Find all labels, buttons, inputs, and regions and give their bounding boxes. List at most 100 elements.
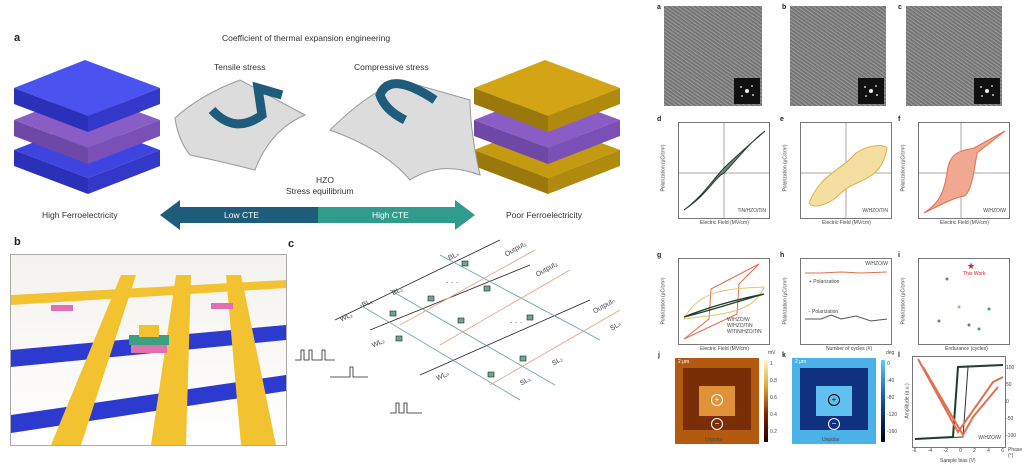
high-fe-label: High Ferroelectricity <box>42 210 118 220</box>
fft-inset <box>734 78 760 104</box>
sample-label: W/HZO/W <box>983 208 1006 214</box>
crossbar-circuit <box>295 239 620 414</box>
tick: 6 <box>1001 448 1004 454</box>
y-axis-label: Polarization (μC/cm²) <box>782 277 789 325</box>
y-axis-label: Polarization (μC/cm²) <box>660 144 667 192</box>
caption: Unpolar <box>822 437 840 443</box>
hzo-label: HZO <box>316 175 334 185</box>
colorbar-unit: mV <box>768 350 776 356</box>
pfm-amplitude-map: + − 2 μm Unpolar <box>675 358 759 444</box>
sample-label: W/HZO/W <box>978 435 1001 441</box>
tem-image-a <box>664 6 762 106</box>
tick: -80 <box>887 395 895 401</box>
panel-k-label: k <box>782 352 786 359</box>
tem-a-label: a <box>657 4 661 11</box>
tem-image-c <box>906 6 1002 106</box>
tick: 0.2 <box>770 429 777 435</box>
x-axis-label: Number of cycles (#) <box>826 346 873 352</box>
sample-label: W/HZO/W <box>865 261 888 267</box>
poor-fe-stack <box>474 60 620 194</box>
low-cte-label: Low CTE <box>224 210 259 220</box>
pe-loop-f: W/HZO/W <box>918 122 1010 219</box>
panel-c-label: c <box>288 238 295 250</box>
fft-inset <box>858 78 884 104</box>
cte-arrow <box>160 200 475 230</box>
high-fe-stack <box>14 60 160 194</box>
y-axis-label: Polarization (μC/cm²) <box>900 277 907 325</box>
y-axis-label: Polarization (μC/cm²) <box>782 144 789 192</box>
panel-i-label: i <box>898 252 900 259</box>
pfm-phase-map: + − 2 μm Unpolar <box>792 358 876 444</box>
colorbar-unit: deg <box>886 350 895 356</box>
tick: -40 <box>887 378 895 384</box>
tick: -2 <box>943 448 948 454</box>
x-axis-label: Electric Field (MV/cm) <box>700 220 749 226</box>
panel-a-graphic <box>14 60 620 230</box>
tick: 2 <box>973 448 976 454</box>
tem-image-b <box>790 6 886 106</box>
x-axis-label: Electric Field (MV/cm) <box>700 346 749 352</box>
tick: 0 <box>1006 399 1009 405</box>
compressive-sheet <box>329 79 481 181</box>
y-axis-label-right: Phase (°) <box>1008 447 1023 459</box>
legend-item: W/TiN/HZO/TiN <box>727 329 762 335</box>
panel-g-label: g <box>657 252 662 259</box>
pe-comparison-g: W/HZO/W W/HZO/TiN W/TiN/HZO/TiN <box>678 258 770 345</box>
legend: W/HZO/W W/HZO/TiN W/TiN/HZO/TiN <box>727 317 762 335</box>
tick: -100 <box>1006 433 1017 439</box>
panel-j-label: j <box>658 352 660 359</box>
positive-domain-marker: + <box>828 394 840 406</box>
tick: 0.4 <box>770 412 777 418</box>
x-axis-label: Sample bias (V) <box>940 458 976 464</box>
star-marker: ★ <box>967 261 976 271</box>
tick: 0 <box>887 361 890 367</box>
tick: 0.8 <box>770 378 777 384</box>
ellipsis: · · · <box>446 278 459 287</box>
tick: -4 <box>927 448 933 454</box>
tem-c-label: c <box>898 4 902 11</box>
panel-l-label: l <box>898 352 900 359</box>
legend-item: + Polarization <box>809 279 840 285</box>
scale-bar: 2 μm <box>678 359 690 365</box>
endurance-plot-h: W/HZO/W + Polarization - Polarization <box>800 258 892 345</box>
colorbar <box>881 360 885 442</box>
x-axis-ticks: -6 -4 -2 0 2 4 6 <box>912 448 1004 454</box>
compressive-label: Compressive stress <box>354 62 429 72</box>
sample-label: TiN/HZO/TiN <box>737 208 766 214</box>
benchmark-plot-i: ★ This Work <box>918 258 1010 345</box>
colorbar-ticks: 0 -40 -80 -120 -160 <box>887 356 897 441</box>
tick: -6 <box>912 448 917 454</box>
pe-loop-d: TiN/HZO/TiN <box>678 122 770 219</box>
tem-b-label: b <box>782 4 787 11</box>
tick: 50 <box>1006 382 1012 388</box>
panel-b-label: b <box>14 236 21 248</box>
equilibrium-label: Stress equilibrium <box>286 186 354 196</box>
right-axis-ticks: 100 50 0 -50 -100 <box>1006 360 1016 445</box>
fft-inset <box>974 78 1000 104</box>
legend-item: W/HZO/TiN <box>727 323 753 329</box>
pe-loop-e: W/HZO/TiN <box>800 122 892 219</box>
y-axis-label-left: Amplitude (a.u.) <box>904 383 911 419</box>
colorbar <box>764 360 768 442</box>
sample-label: W/HZO/TiN <box>862 208 888 214</box>
x-axis-label: Endurance (cycles) <box>945 346 988 352</box>
tick: 4 <box>987 448 990 454</box>
crossbar-array-render <box>10 254 287 446</box>
tick: 1 <box>770 361 773 367</box>
tick: 0 <box>959 448 962 454</box>
y-axis-label: Polarization (μC/cm²) <box>660 277 667 325</box>
panel-a-title: Coefficient of thermal expansion enginee… <box>222 33 391 43</box>
tick: -50 <box>1006 416 1014 422</box>
negative-domain-marker: − <box>828 418 840 430</box>
tensile-sheet <box>174 79 307 171</box>
pfm-loop-l: W/HZO/W <box>912 356 1006 448</box>
tick: 0.6 <box>770 395 777 401</box>
panel-d-label: d <box>657 116 662 123</box>
star-label: This Work <box>963 271 986 277</box>
panel-h-label: h <box>780 252 785 259</box>
panel-e-label: e <box>780 116 784 123</box>
panel-f-label: f <box>898 116 901 123</box>
tick: -120 <box>887 412 898 418</box>
tensile-label: Tensile stress <box>214 62 266 72</box>
x-axis-label: Electric Field (MV/cm) <box>822 220 871 226</box>
